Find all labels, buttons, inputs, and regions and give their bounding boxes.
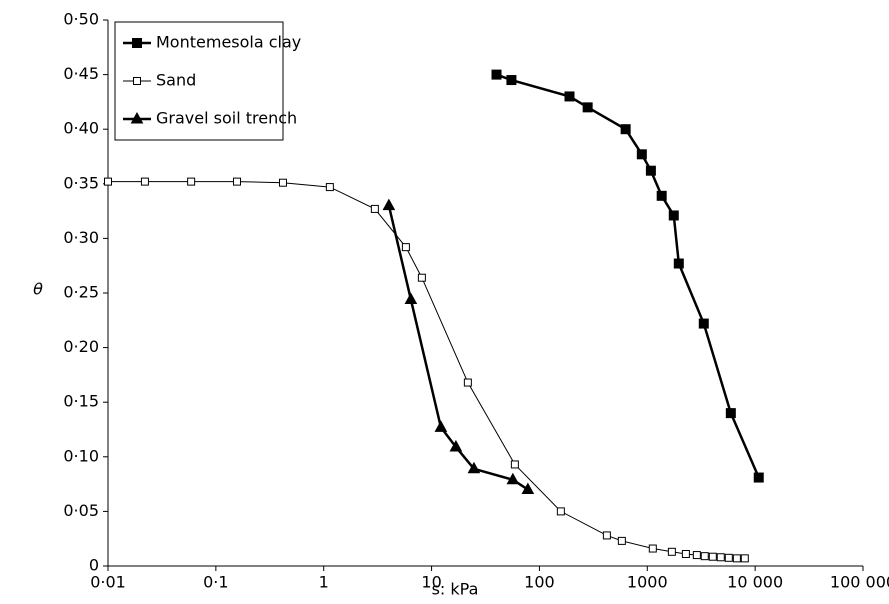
marker [417,273,426,282]
marker [648,544,657,553]
marker [708,552,717,561]
marker [401,243,410,252]
y-tick-label: 0·50 [63,10,99,29]
marker [620,124,631,135]
marker [716,553,725,562]
x-tick-label: 100 000 [830,573,889,592]
legend-marker [133,77,141,85]
x-tick-label: 0·01 [90,573,126,592]
marker [698,318,709,329]
marker [104,177,112,186]
legend-label: Montemesola clay [156,33,301,52]
marker [467,461,481,474]
marker [673,258,684,269]
marker [692,551,701,560]
legend-marker [130,111,144,124]
marker [140,177,149,186]
marker [510,460,519,469]
y-tick-label: 0·35 [63,173,99,192]
marker [582,102,593,113]
y-tick-label: 0 [89,556,99,575]
marker [187,177,196,186]
marker [556,507,565,516]
marker [278,178,287,187]
marker [491,69,502,80]
x-tick-label: 1000 [627,573,668,592]
marker [645,165,656,176]
marker [732,554,741,563]
marker [382,198,396,211]
y-tick-label: 0·25 [63,283,99,302]
marker [656,190,667,201]
legend-label: Sand [156,71,196,90]
x-axis-label: s: kPa [432,580,479,599]
y-tick-label: 0·05 [63,501,99,520]
y-tick-label: 0·20 [63,337,99,356]
marker [521,482,535,495]
x-tick-label: 10 000 [727,573,783,592]
x-tick-label: 1 [319,573,329,592]
marker [667,547,676,556]
series-line [496,73,760,479]
x-tick-label: 0·1 [203,573,228,592]
marker [506,472,520,485]
x-tick-label: 10 [421,573,441,592]
marker [449,439,463,452]
marker [753,472,764,483]
marker [636,149,647,160]
marker [463,378,472,387]
marker [602,531,611,540]
legend-label: Gravel soil trench [156,109,297,128]
marker [325,183,334,192]
y-tick-label: 0·30 [63,228,99,247]
marker [668,210,679,221]
x-tick-label: 100 [524,573,555,592]
marker [434,420,448,432]
marker [617,536,626,545]
legend-marker [132,38,142,48]
y-tick-label: 0·15 [63,392,99,411]
marker [724,553,733,562]
marker [404,292,418,305]
marker [740,554,749,563]
marker [564,91,575,102]
y-tick-label: 0·45 [63,64,99,83]
marker [700,552,709,561]
marker [725,408,736,419]
y-tick-label: 0·10 [63,446,99,465]
marker [232,177,241,186]
y-tick-label: 0·40 [63,119,99,138]
marker [681,549,690,558]
marker [370,204,379,213]
y-axis-label: θ [33,280,43,299]
marker [506,75,517,86]
